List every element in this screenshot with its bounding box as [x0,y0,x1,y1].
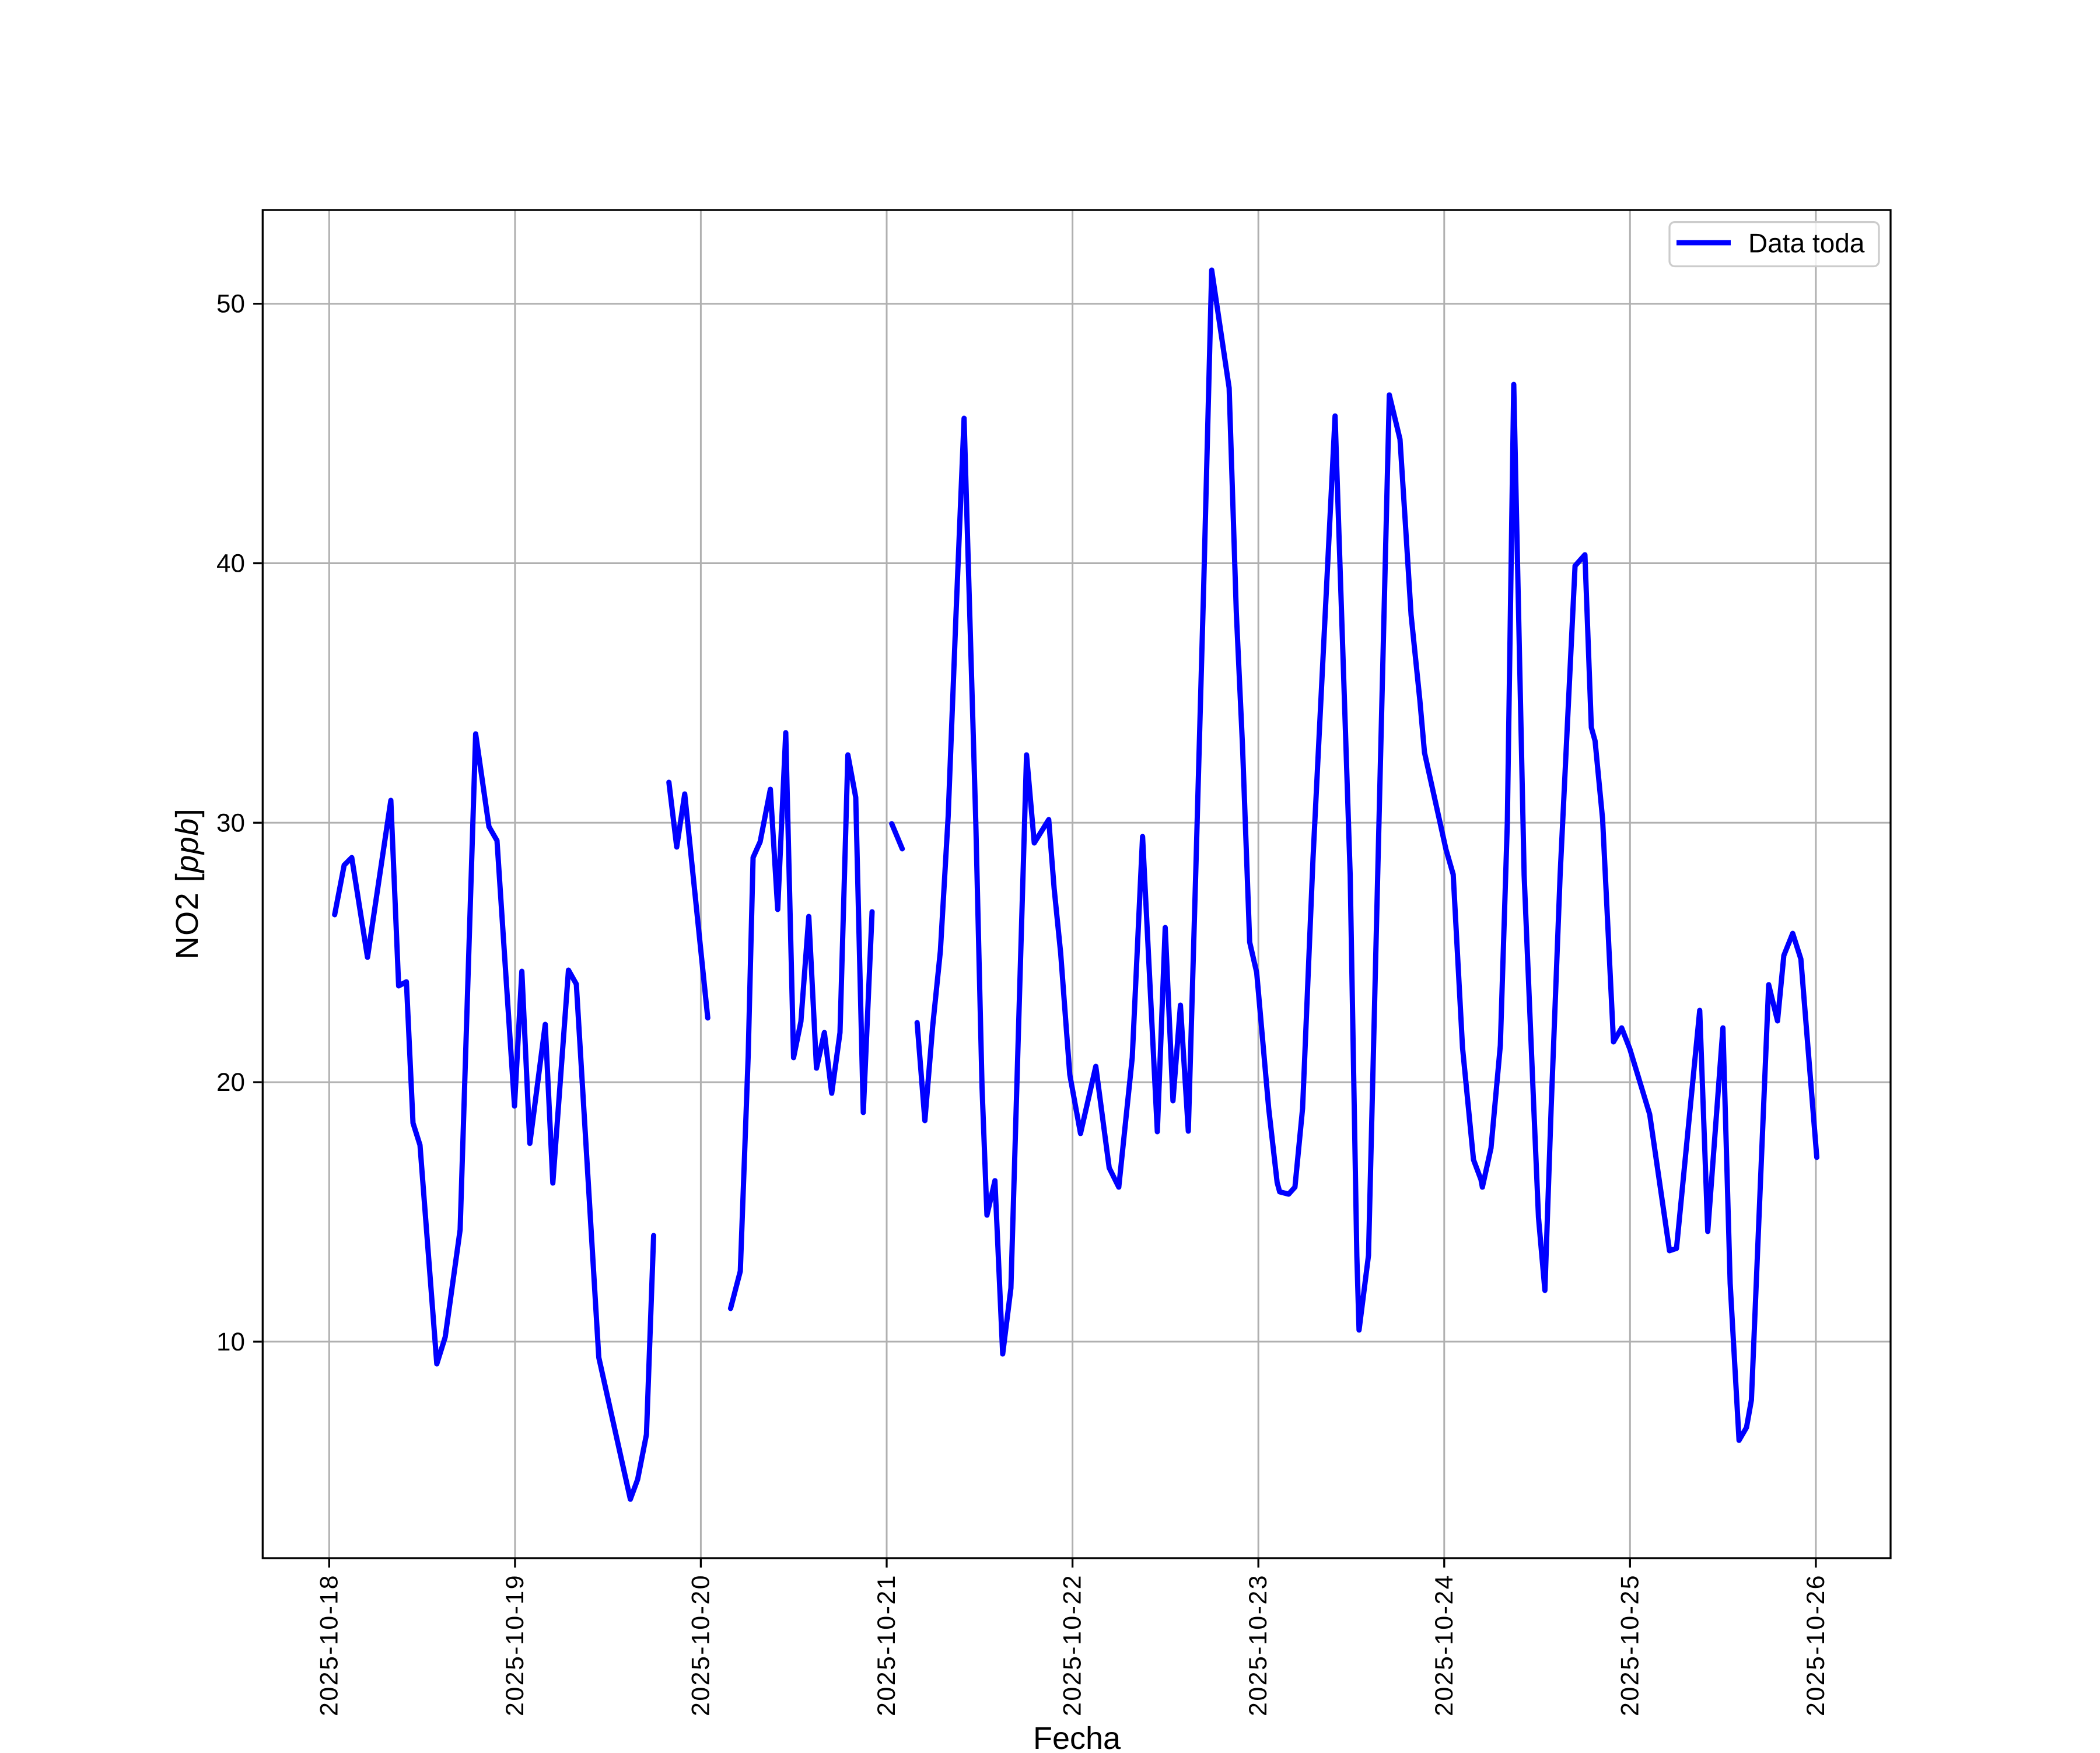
svg-text:40: 40 [216,550,245,578]
svg-text:10: 10 [216,1328,245,1356]
svg-text:2025-10-19: 2025-10-19 [501,1574,529,1716]
svg-text:Fecha: Fecha [1033,1721,1121,1750]
svg-text:2025-10-18: 2025-10-18 [315,1574,343,1716]
svg-text:NO2 [ppb]: NO2 [ppb] [170,808,205,960]
svg-text:2025-10-25: 2025-10-25 [1616,1574,1644,1716]
svg-text:2025-10-26: 2025-10-26 [1802,1574,1830,1716]
svg-text:2025-10-20: 2025-10-20 [687,1574,715,1716]
svg-text:Data toda: Data toda [1748,228,1865,258]
svg-text:2025-10-23: 2025-10-23 [1244,1574,1272,1716]
svg-text:2025-10-24: 2025-10-24 [1430,1574,1458,1716]
svg-text:20: 20 [216,1068,245,1097]
svg-text:30: 30 [216,809,245,837]
svg-text:2025-10-21: 2025-10-21 [873,1574,901,1716]
svg-text:2025-10-22: 2025-10-22 [1059,1574,1087,1716]
svg-text:50: 50 [216,290,245,319]
